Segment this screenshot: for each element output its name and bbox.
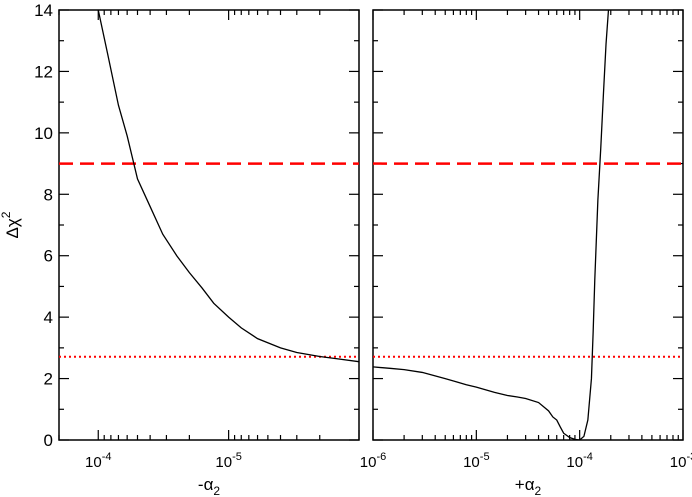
plot-frame bbox=[58, 9, 360, 441]
tick-exponent: -6 bbox=[376, 451, 386, 463]
x-axis-label-sub: 2 bbox=[213, 484, 220, 497]
y-tick-label: 12 bbox=[34, 62, 53, 81]
x-tick-label: 10-4 bbox=[566, 451, 592, 471]
y-tick-label: 2 bbox=[44, 370, 53, 389]
y-tick-label: 14 bbox=[34, 1, 53, 20]
right-panel bbox=[372, 9, 684, 441]
left-panel bbox=[58, 9, 360, 441]
y-tick-label: 6 bbox=[44, 247, 53, 266]
y-axis-label: Δχ2 bbox=[0, 211, 22, 238]
x-axis-label-base: -α bbox=[198, 475, 214, 494]
series-line bbox=[373, 10, 610, 440]
y-tick-label: 8 bbox=[44, 185, 53, 204]
tick-base: 10 bbox=[215, 454, 232, 471]
tick-base: 10 bbox=[360, 454, 377, 471]
x-tick-label: 10-6 bbox=[360, 451, 386, 471]
x-axis-label-base: +α bbox=[515, 475, 535, 494]
tick-exponent: -3 bbox=[686, 451, 692, 463]
x-axis-label-sub: 2 bbox=[535, 484, 542, 497]
y-tick-label: 10 bbox=[34, 124, 53, 143]
tick-base: 10 bbox=[85, 454, 102, 471]
plot-frame bbox=[372, 9, 684, 441]
tick-base: 10 bbox=[566, 454, 583, 471]
tick-base: 10 bbox=[463, 454, 480, 471]
x-tick-label: 10-5 bbox=[215, 451, 241, 471]
x-tick-label: 10-4 bbox=[85, 451, 111, 471]
x-axis-label: +α2 bbox=[515, 475, 542, 497]
tick-exponent: -5 bbox=[480, 451, 490, 463]
y-tick-label: 4 bbox=[44, 308, 53, 327]
x-tick-label: 10-5 bbox=[463, 451, 489, 471]
x-axis-label: -α2 bbox=[198, 475, 221, 497]
series-line bbox=[97, 10, 359, 363]
y-axis-label-group: Δχ2 bbox=[0, 211, 22, 238]
tick-base: 10 bbox=[670, 454, 687, 471]
tick-exponent: -4 bbox=[583, 451, 593, 463]
tick-exponent: -4 bbox=[102, 451, 112, 463]
y-axis-label-sup: 2 bbox=[0, 211, 13, 218]
x-tick-label: 10-3 bbox=[670, 451, 692, 471]
tick-exponent: -5 bbox=[232, 451, 242, 463]
y-axis-label-base: Δχ bbox=[3, 218, 22, 238]
y-tick-label: 0 bbox=[44, 431, 53, 450]
